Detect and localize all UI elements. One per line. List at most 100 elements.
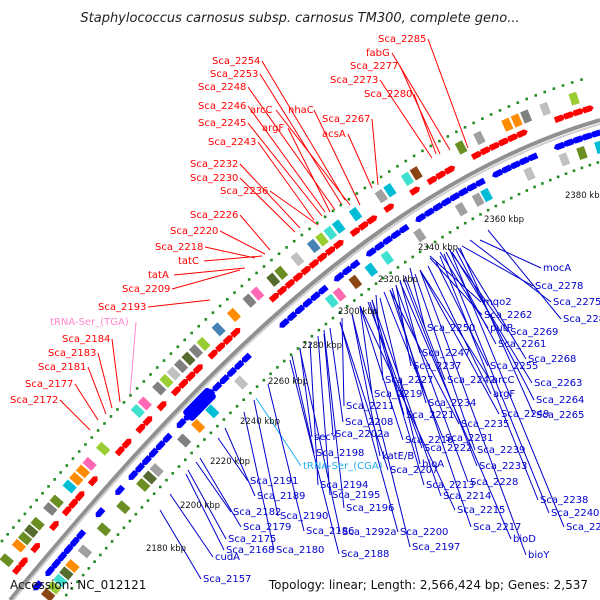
gc-dot	[379, 175, 383, 179]
outer-leader-line	[147, 299, 211, 308]
gc-dot	[41, 491, 44, 495]
inner-gene-label: Sca_2188	[341, 549, 389, 560]
feature-block	[75, 464, 91, 479]
gc-dot	[300, 233, 304, 237]
gc-dot	[216, 424, 219, 428]
forward-cds-arrow	[61, 506, 72, 517]
kbp-tick-label: 2280 kbp	[302, 341, 342, 351]
forward-cds-arrow	[435, 170, 447, 180]
gc-dot	[81, 573, 85, 577]
feature-block	[49, 494, 64, 509]
forward-cds-arrow	[563, 111, 575, 120]
gc-dot	[116, 408, 119, 411]
gc-dot	[525, 97, 529, 101]
feature-block	[95, 441, 111, 456]
outer-leader-line	[259, 73, 343, 206]
outer-leader-line	[239, 214, 271, 251]
gc-dot	[556, 175, 560, 179]
feature-block	[454, 202, 468, 217]
reverse-cds-arrow	[432, 202, 444, 212]
outer-leader-line	[171, 269, 241, 290]
inner-leader-line	[457, 247, 527, 360]
genome-stats-text: Topology: linear; Length: 2,566,424 bp; …	[268, 578, 588, 592]
inner-gene-label: Sca_2237	[413, 361, 461, 372]
feature-block	[558, 152, 571, 167]
feature-block	[59, 566, 74, 581]
kbp-tick-label: 2340 kbp	[418, 243, 458, 253]
gc-dot	[374, 282, 378, 285]
outer-gene-label: argF	[262, 123, 284, 134]
outer-leader-line	[239, 163, 301, 229]
forward-cds-arrow	[479, 146, 492, 156]
feature-block	[152, 381, 167, 396]
inner-leader-line	[451, 251, 533, 384]
inner-gene-label: Sca_2278	[535, 281, 583, 292]
feature-block	[348, 206, 363, 222]
outer-gene-label: Sca_2184	[62, 334, 110, 345]
gc-dot	[17, 519, 21, 523]
inner-leader-line	[255, 397, 302, 467]
outer-gene-label: Sca_2230	[190, 173, 238, 184]
reverse-cds-arrow	[287, 311, 298, 321]
gc-dot	[367, 287, 371, 291]
inner-leader-line	[291, 355, 315, 454]
gc-dot	[247, 278, 251, 281]
gc-dot	[481, 117, 484, 120]
reverse-cds-arrow	[492, 168, 504, 178]
inner-gene-label: Sca_2208	[345, 417, 393, 428]
feature-block	[413, 227, 427, 243]
outer-gene-label: Sca_2285	[378, 34, 426, 45]
outer-leader-line	[257, 141, 315, 221]
feature-block	[242, 293, 257, 308]
forward-cds-arrow	[572, 108, 585, 117]
inner-leader-line	[435, 261, 489, 367]
outer-gene-label: Sca_2209	[122, 284, 170, 295]
inner-gene-label: secY	[314, 432, 338, 443]
gc-dot	[387, 170, 391, 173]
gc-dot	[339, 203, 343, 207]
inner-gene-label: Sca_2262	[484, 310, 532, 321]
inner-leader-line	[169, 493, 214, 558]
reverse-cds-arrow	[382, 235, 394, 245]
forward-cds-arrow	[114, 446, 125, 457]
gc-dot	[502, 200, 505, 204]
inner-leader-line	[445, 251, 497, 345]
reverse-cds-arrow	[76, 529, 87, 540]
forward-cds-arrow	[383, 203, 395, 213]
feature-block	[266, 272, 281, 287]
inner-leader-line	[329, 327, 344, 423]
outer-leader-line	[129, 321, 137, 396]
gc-dot	[122, 526, 126, 530]
outer-leader-line	[247, 122, 323, 217]
gc-dot	[184, 458, 187, 462]
gc-dot	[411, 255, 415, 259]
forward-cds-arrow	[488, 141, 501, 151]
gc-dot	[65, 464, 69, 467]
gc-dot	[479, 213, 482, 216]
inner-gene-label: Sca_2196	[346, 503, 394, 514]
inner-leader-line	[439, 255, 539, 501]
reverse-cds-arrow	[334, 271, 345, 282]
gc-dot	[418, 250, 422, 254]
label-lines-inner	[159, 229, 565, 580]
inner-leader-line	[427, 265, 492, 395]
gc-dot	[70, 587, 74, 590]
reverse-cds-arrow	[318, 284, 329, 295]
gc-dot	[548, 178, 552, 182]
inner-leader-line	[359, 305, 373, 395]
inner-leader-line	[383, 291, 444, 439]
outer-leader-line	[247, 86, 336, 211]
reverse-cds-arrow	[580, 132, 593, 141]
kbp-tick-label: 2200 kbp	[180, 501, 220, 511]
inner-leader-line	[159, 509, 202, 580]
inner-gene-label: putP	[490, 323, 513, 334]
gc-dot	[225, 297, 229, 301]
feature-block	[539, 101, 552, 116]
feature-block	[400, 171, 415, 187]
inner-leader-line	[449, 249, 565, 528]
gc-dot	[222, 418, 226, 421]
inner-gene-label: Sca_2221	[406, 410, 454, 421]
inner-leader-line	[399, 281, 512, 540]
gc-dot	[53, 478, 56, 481]
inner-leader-line	[195, 461, 232, 513]
